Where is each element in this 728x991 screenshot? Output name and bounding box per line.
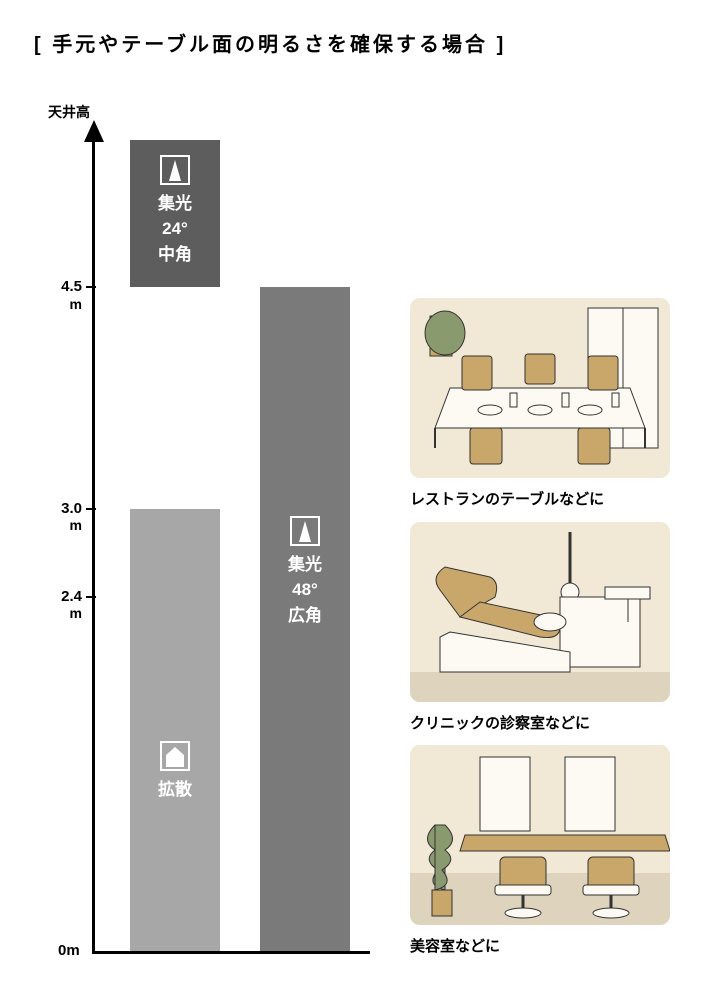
bar-label-line: 広角 <box>260 603 350 629</box>
caption-clinic: クリニックの診察室などに <box>410 712 590 733</box>
caption-restaurant: レストランのテーブルなどに <box>410 488 604 509</box>
y-tick-label: 2.4m <box>42 588 82 621</box>
y-tick <box>86 508 96 510</box>
shuko-48-bar-label: 集光48°広角 <box>260 516 350 629</box>
light-icon <box>160 155 190 185</box>
bar-label-line: 拡散 <box>130 777 220 803</box>
light-icon <box>290 516 320 546</box>
caption-salon: 美容室などに <box>410 935 500 956</box>
illustration-salon <box>410 745 670 925</box>
kakusan-bar <box>130 509 220 951</box>
light-icon <box>160 741 190 771</box>
kakusan-bar-label: 拡散 <box>130 741 220 803</box>
bar-label-line: 48° <box>260 577 350 603</box>
shuko-24-bar-label: 集光24°中角 <box>130 155 220 268</box>
illustration-clinic <box>410 522 670 702</box>
y-tick <box>86 596 96 598</box>
chart-title: [ 手元やテーブル面の明るさを確保する場合 ] <box>34 28 506 57</box>
y-axis-arrow <box>84 120 104 142</box>
zero-label: 0m <box>58 942 80 959</box>
bar-label-line: 中角 <box>130 242 220 268</box>
y-tick <box>86 286 96 288</box>
y-tick-label: 4.5m <box>42 278 82 311</box>
illustration-restaurant <box>410 298 670 478</box>
y-axis-line <box>92 140 95 951</box>
bar-label-line: 集光 <box>260 552 350 578</box>
y-tick-label: 3.0m <box>42 500 82 533</box>
bar-label-line: 24° <box>130 216 220 242</box>
x-axis-line <box>92 951 370 954</box>
y-axis-label: 天井高 <box>48 102 90 122</box>
bar-label-line: 集光 <box>130 191 220 217</box>
